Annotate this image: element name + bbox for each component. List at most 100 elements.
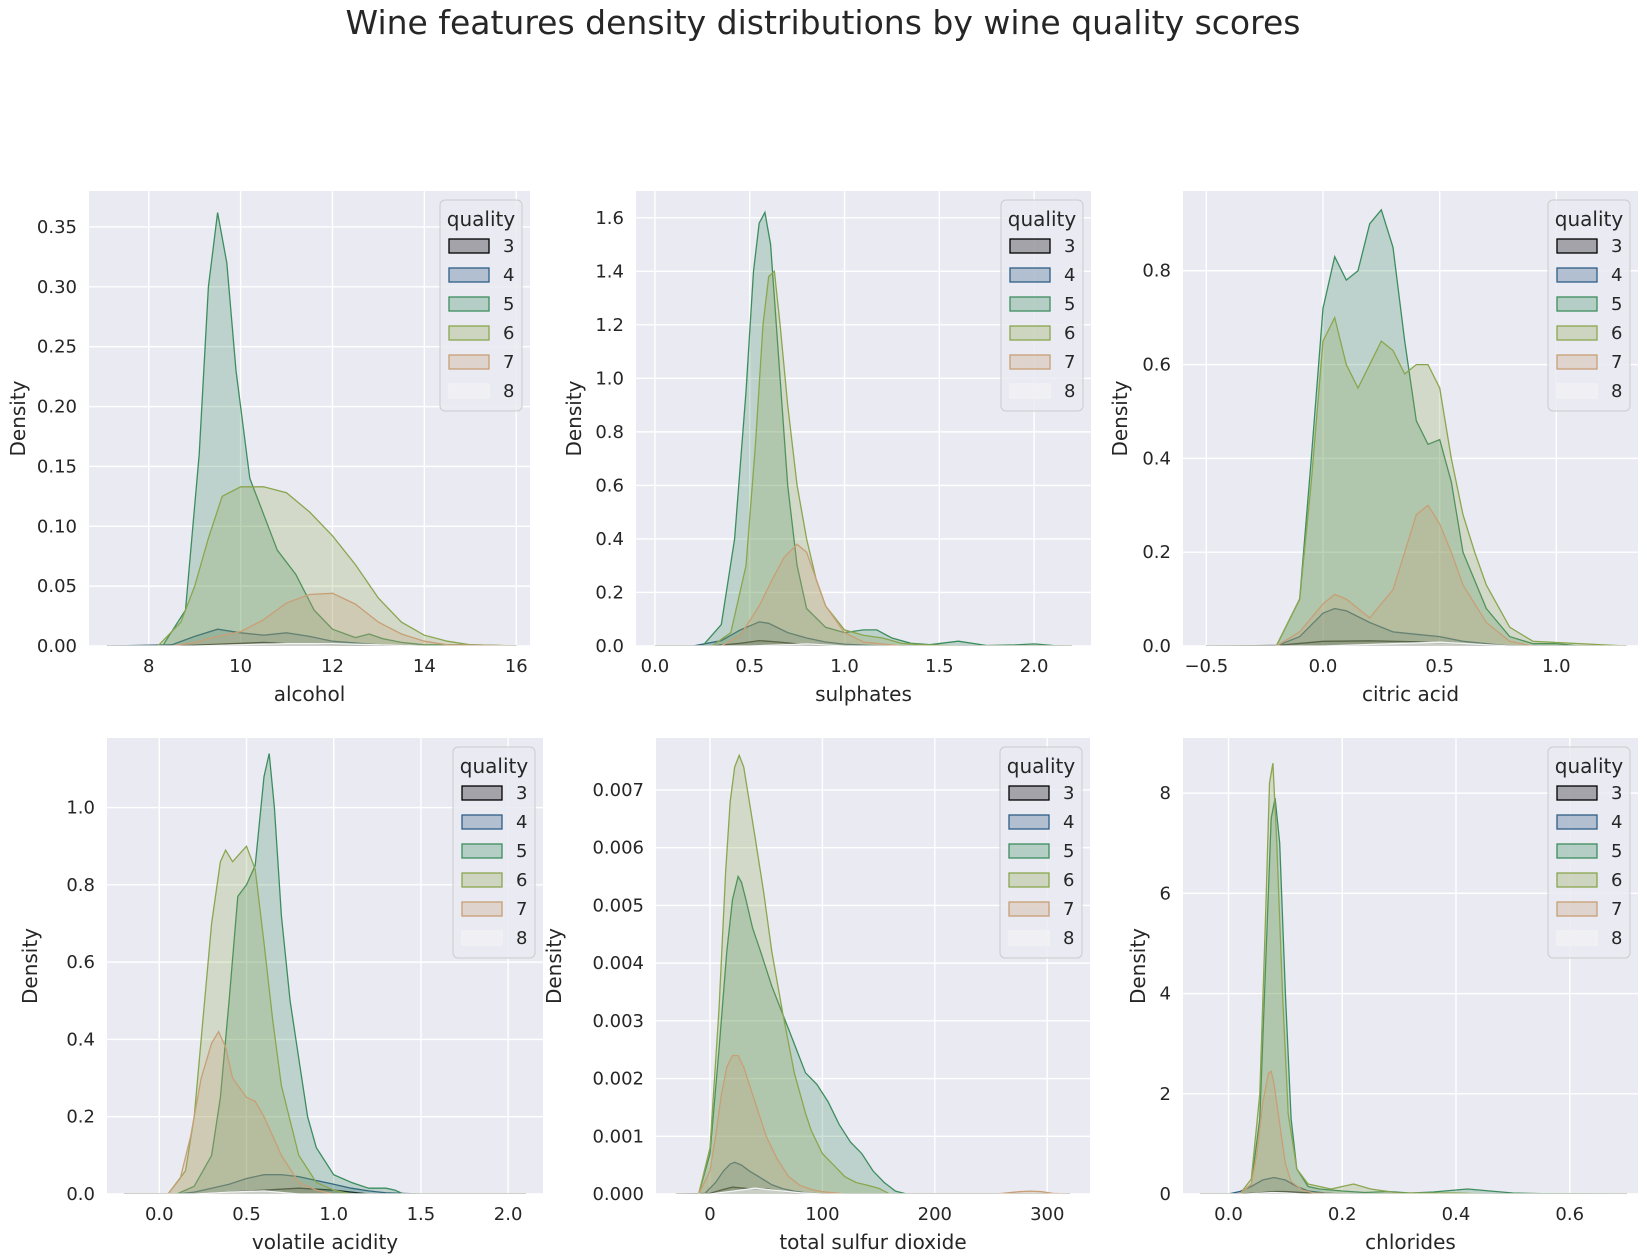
legend-label-quality-7: 7 <box>516 899 527 920</box>
x-axis-label: total sulfur dioxide <box>779 1230 966 1254</box>
legend-swatch-quality-4 <box>1009 267 1051 283</box>
chart-panel-5: 0 100 200 300 0.000 0.001 0.002 0.003 0.004 0.005… <box>542 738 1090 1254</box>
y-tick-label: 0.30 <box>37 277 77 298</box>
y-tick-label: 0.8 <box>595 422 624 443</box>
density-line-quality-8 <box>655 643 1072 646</box>
legend-swatch-quality-8 <box>448 383 490 399</box>
legend-swatch-quality-6 <box>1009 325 1051 341</box>
density-area-quality-5 <box>1206 209 1627 646</box>
legend: quality 3 4 5 6 7 8 <box>999 746 1083 959</box>
x-tick-label: 0.5 <box>735 656 764 677</box>
x-tick-label: 300 <box>1030 1204 1064 1225</box>
legend-label-quality-6: 6 <box>1611 323 1622 344</box>
density-areas <box>676 753 1070 1194</box>
density-line-quality-6 <box>124 844 526 1194</box>
y-tick-label: 0.10 <box>37 516 77 537</box>
y-tick-label: 0.2 <box>1142 542 1171 563</box>
legend-swatch-quality-8 <box>461 930 503 946</box>
density-line-quality-4 <box>1206 607 1627 646</box>
x-tick-label: 0 <box>704 1204 715 1225</box>
density-areas <box>1206 208 1627 646</box>
y-tick-label: 0.6 <box>66 952 95 973</box>
y-tick-label: 0.0 <box>66 1184 95 1205</box>
density-line-quality-5 <box>1206 208 1627 646</box>
legend-swatch-quality-6 <box>461 872 503 888</box>
density-area-quality-7 <box>124 1031 526 1194</box>
x-tick-label: 1.0 <box>1542 656 1571 677</box>
legend-swatch-quality-7 <box>1556 901 1598 917</box>
legend-title: quality <box>1555 207 1624 231</box>
density-area-quality-4 <box>107 629 517 646</box>
density-area-quality-8 <box>124 1190 526 1194</box>
x-tick-label: 0.0 <box>641 656 670 677</box>
density-line-quality-7 <box>107 592 517 646</box>
y-tick-label: 0.004 <box>592 953 644 974</box>
density-line-quality-8 <box>124 1190 526 1194</box>
density-line-quality-8 <box>676 1187 1070 1194</box>
legend-title: quality <box>460 754 529 778</box>
legend-swatch-quality-4 <box>1008 814 1050 830</box>
legend: quality 3 4 5 6 7 8 <box>1000 199 1084 412</box>
y-tick-label: 0.2 <box>66 1107 95 1128</box>
x-tick-label: 10 <box>229 656 252 677</box>
density-line-quality-5 <box>655 210 1073 646</box>
legend-title: quality <box>1007 754 1076 778</box>
density-area-quality-8 <box>676 1188 1070 1194</box>
legend-swatch-quality-5 <box>461 843 503 859</box>
legend-label-quality-3: 3 <box>503 236 514 257</box>
chart-panel-2: 0.0 0.5 1.0 1.5 2.0 0.0 0.2 0.4 0.6 0.8 1.0 1.2 1.4 1… <box>562 191 1091 706</box>
density-areas <box>124 753 526 1194</box>
legend: quality 3 4 5 6 7 8 <box>439 199 523 412</box>
y-axis-label: Density <box>1126 928 1150 1004</box>
density-line-quality-5 <box>1200 797 1627 1194</box>
density-line-quality-4 <box>676 1161 1070 1194</box>
density-line-quality-5 <box>107 212 517 646</box>
x-axis-label: chlorides <box>1365 1230 1456 1254</box>
legend-swatch-quality-5 <box>1556 843 1598 859</box>
x-tick-label: 0.6 <box>1555 1204 1584 1225</box>
density-line-quality-7 <box>676 1054 1070 1194</box>
legend-swatch-quality-4 <box>461 814 503 830</box>
density-area-quality-4 <box>655 621 1072 646</box>
chart-panel-4: 0.0 0.5 1.0 1.5 2.0 0.0 0.2 0.4 0.6 0.8 1.0 volatil… <box>18 738 543 1254</box>
legend-label-quality-4: 4 <box>1611 265 1622 286</box>
y-tick-label: 8 <box>1160 783 1171 804</box>
x-tick-label: −0.5 <box>1184 656 1228 677</box>
x-tick-label: 0.5 <box>232 1204 261 1225</box>
legend: quality 3 4 5 6 7 8 <box>1547 746 1631 959</box>
legend-label-quality-5: 5 <box>1063 841 1074 862</box>
y-tick-label: 0.007 <box>592 780 644 801</box>
y-axis-label: Density <box>562 380 586 456</box>
legend-swatch-quality-7 <box>448 354 490 370</box>
x-axis-label: citric acid <box>1362 682 1459 706</box>
legend-swatch-quality-3 <box>1008 785 1050 801</box>
legend-title: quality <box>447 207 516 231</box>
legend-swatch-quality-7 <box>1008 901 1050 917</box>
y-tick-label: 0.002 <box>592 1069 644 1090</box>
density-area-quality-5 <box>124 753 526 1194</box>
density-area-quality-3 <box>655 640 1072 646</box>
y-tick-label: 0.20 <box>37 397 77 418</box>
legend-swatch-quality-7 <box>1556 354 1598 370</box>
density-area-quality-6 <box>676 755 1070 1194</box>
y-tick-label: 0.001 <box>592 1126 644 1147</box>
legend-label-quality-8: 8 <box>503 381 514 402</box>
y-tick-label: 0.8 <box>1142 261 1171 282</box>
x-tick-label: 0.2 <box>1328 1204 1357 1225</box>
x-tick-label: 1.5 <box>407 1204 436 1225</box>
density-area-quality-4 <box>124 1174 526 1194</box>
x-tick-label: 100 <box>805 1204 839 1225</box>
y-tick-label: 0.25 <box>37 337 77 358</box>
x-tick-label: 2.0 <box>494 1204 523 1225</box>
y-tick-label: 1.6 <box>595 208 624 229</box>
legend-label-quality-6: 6 <box>516 870 527 891</box>
y-axis-label: Density <box>1108 380 1132 456</box>
density-area-quality-8 <box>1206 642 1627 646</box>
legend-label-quality-6: 6 <box>1064 323 1075 344</box>
y-tick-label: 0.8 <box>66 875 95 896</box>
density-area-quality-7 <box>107 593 517 646</box>
legend-title: quality <box>1008 207 1077 231</box>
density-line-quality-6 <box>1200 762 1627 1194</box>
density-line-quality-8 <box>1206 641 1627 646</box>
density-area-quality-7 <box>1206 505 1627 646</box>
